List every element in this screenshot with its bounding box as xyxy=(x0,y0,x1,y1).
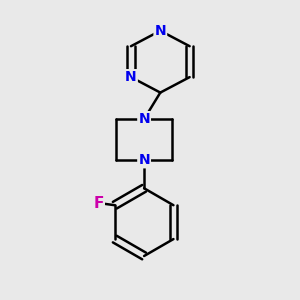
Text: N: N xyxy=(154,24,166,38)
Text: N: N xyxy=(138,153,150,167)
Text: F: F xyxy=(93,196,104,211)
Text: N: N xyxy=(138,112,150,126)
Text: N: N xyxy=(125,70,137,84)
